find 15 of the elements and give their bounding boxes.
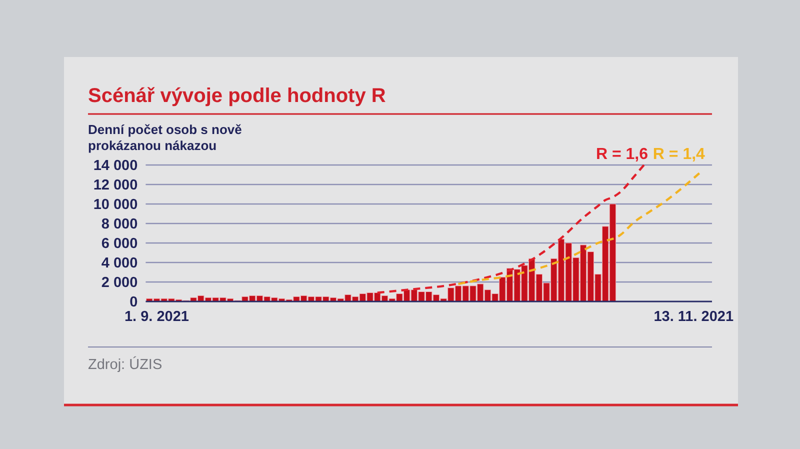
y-tick-label: 2 000: [101, 275, 138, 292]
y-tick-label: 6 000: [101, 236, 138, 252]
text: Zdroj: ÚZIS: [88, 356, 162, 373]
y-tick-label: 14 000: [93, 158, 138, 174]
y-tick-label: 10 000: [93, 197, 138, 214]
series-label: R = 1,4: [652, 146, 706, 163]
y-tick-label: 4 000: [101, 256, 138, 272]
y-axis-title: Denní počet osob s nově prokázanou nákazou: [88, 122, 242, 153]
x-tick-label: 1. 9. 2021: [124, 309, 189, 325]
y-tick-label: 12 000: [93, 178, 138, 194]
y-tick-label: 8 000: [101, 216, 138, 233]
y-tick-label: 0: [130, 294, 138, 311]
x-tick-label: 13. 11. 2021: [654, 309, 734, 325]
chart-title: Scénář vývoje podle hodnoty R: [88, 85, 386, 107]
series-label: R = 1,6: [596, 146, 648, 163]
